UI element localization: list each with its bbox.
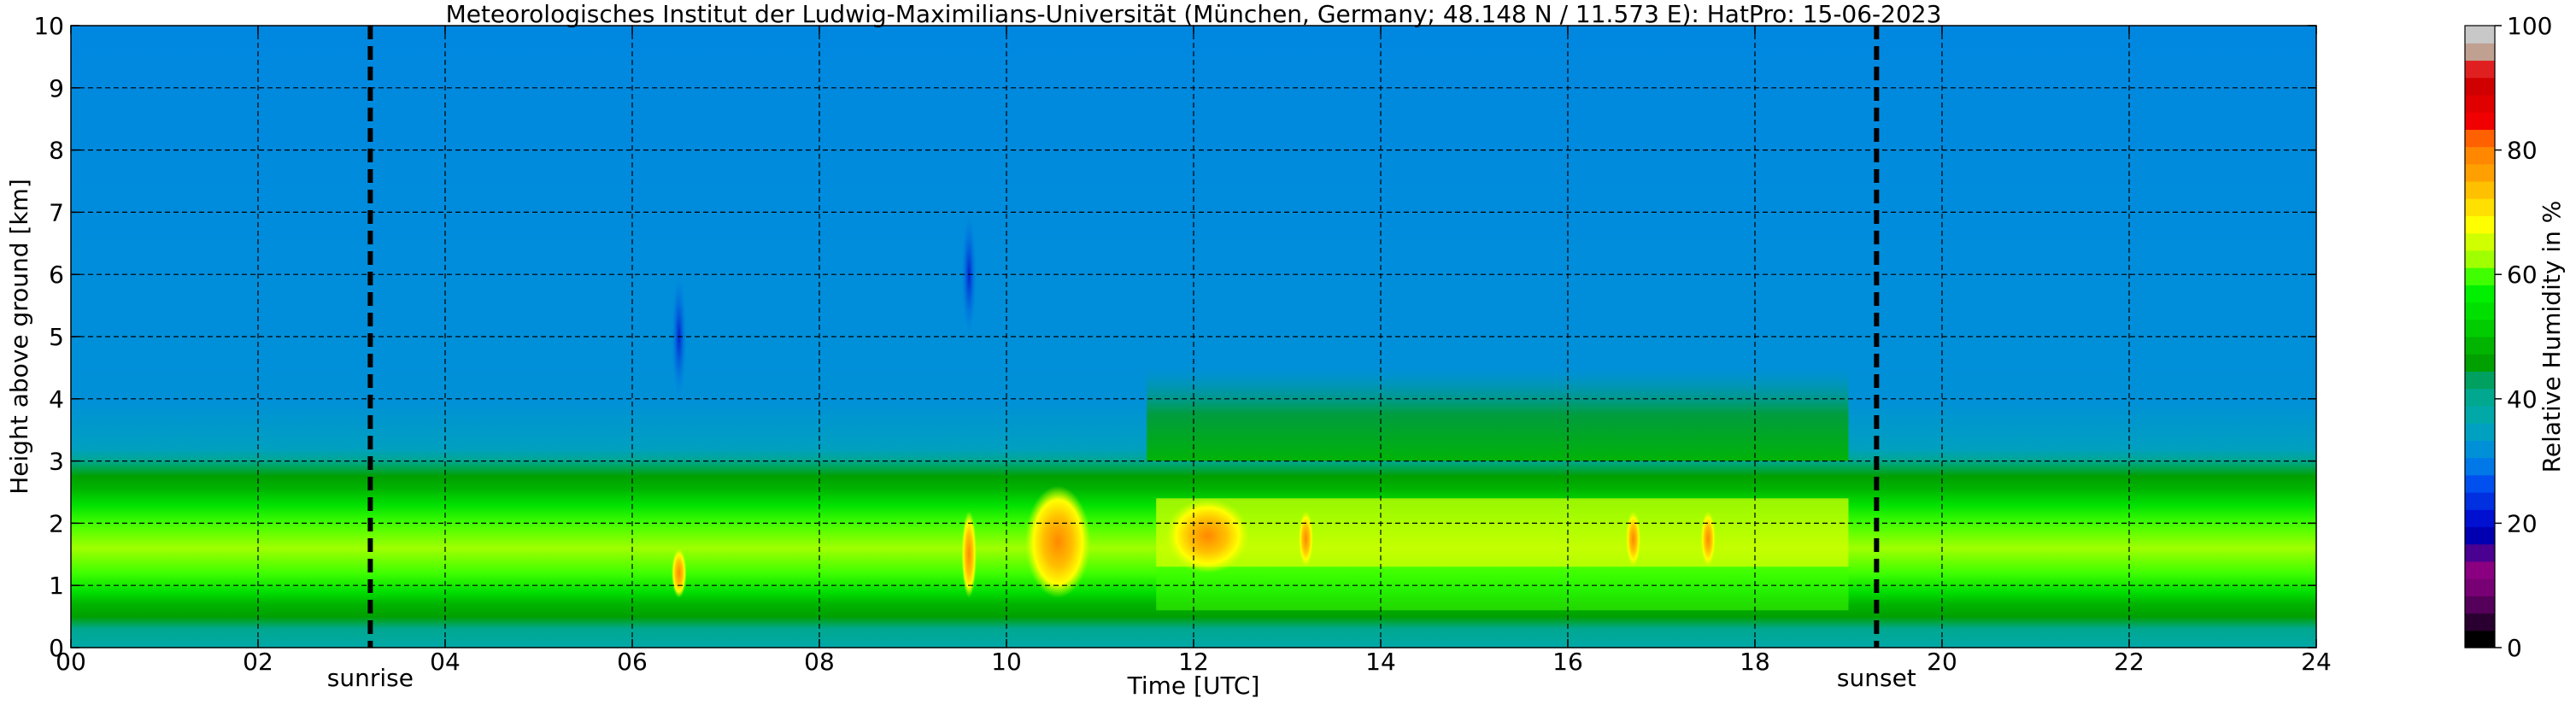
colorbar-segment <box>2465 440 2495 459</box>
y-tick-label: 5 <box>49 323 64 351</box>
colorbar-segment <box>2465 43 2495 62</box>
colorbar-segment <box>2465 181 2495 199</box>
x-tick-label: 20 <box>1927 648 1957 676</box>
colorbar-segment <box>2465 60 2495 79</box>
colorbar-segment <box>2465 112 2495 130</box>
colorbar-segment <box>2465 302 2495 320</box>
colorbar-segment <box>2465 509 2495 528</box>
y-tick-label: 9 <box>49 74 64 103</box>
feature-4 <box>1024 485 1091 598</box>
chart-title: Meteorologisches Institut der Ludwig-Max… <box>446 0 1942 28</box>
x-tick-label: 06 <box>617 648 648 676</box>
colorbar-segment <box>2465 543 2495 562</box>
x-tick-label: 04 <box>430 648 461 676</box>
colorbar-tick-label: 60 <box>2507 261 2538 289</box>
colorbar-tick-label: 40 <box>2507 385 2538 414</box>
colorbar-segment <box>2465 267 2495 285</box>
colorbar-segment <box>2465 146 2495 165</box>
feature-7 <box>1625 510 1641 567</box>
colorbar-segment <box>2465 560 2495 579</box>
colorbar-segment <box>2465 526 2495 545</box>
y-tick-label: 8 <box>49 137 64 165</box>
sun-lines <box>367 26 1880 648</box>
colorbar-segment <box>2465 198 2495 217</box>
feature-0 <box>671 548 687 598</box>
colorbar-tick-label: 80 <box>2507 137 2538 165</box>
colorbar-tick-label: 100 <box>2507 12 2552 40</box>
colorbar-segment <box>2465 215 2495 234</box>
x-ticks: 00 02 04 06 08 10 12 14 16 18 20 22 24 <box>56 26 2332 676</box>
colorbar-segment <box>2465 492 2495 510</box>
colorbar-segment <box>2465 595 2495 614</box>
y-tick-label: 4 <box>49 385 64 414</box>
x-tick-label: 14 <box>1365 648 1396 676</box>
heatmap-afternoon-band <box>1156 498 1849 567</box>
colorbar-frame <box>2464 25 2496 648</box>
colorbar-tick-label: 0 <box>2507 634 2522 662</box>
feature-6 <box>1298 510 1314 567</box>
colorbar-segment <box>2465 249 2495 268</box>
colorbar-segment <box>2465 388 2495 407</box>
colorbar-segment <box>2465 163 2495 182</box>
x-tick-label: 10 <box>991 648 1022 676</box>
y-tick-label: 3 <box>49 448 64 476</box>
y-ticks: 0 1 2 3 4 5 6 7 8 9 10 <box>33 12 2316 662</box>
colorbar-label: Relative Humidity in % <box>2538 201 2566 473</box>
colorbar-segment <box>2465 337 2495 355</box>
colorbar-segment <box>2465 630 2495 648</box>
colorbar-segment <box>2465 319 2495 337</box>
y-tick-label: 7 <box>49 198 64 226</box>
y-axis-label: Height above ground [km] <box>5 179 33 495</box>
sunrise-label: sunrise <box>327 664 414 692</box>
sunset-label: sunset <box>1837 664 1916 692</box>
feature-5 <box>1165 498 1250 573</box>
y-tick-label: 1 <box>49 572 64 600</box>
colorbar-segment <box>2465 578 2495 596</box>
colorbar-segment <box>2465 613 2495 631</box>
colorbar-segment <box>2465 423 2495 441</box>
feature-8 <box>1700 510 1716 567</box>
y-tick-label: 6 <box>49 261 64 289</box>
colorbar-segment <box>2465 129 2495 148</box>
colorbar-segment <box>2465 457 2495 476</box>
grid <box>71 26 2316 648</box>
heatmap-afternoon-lower <box>1156 566 1849 611</box>
x-tick-label: 12 <box>1178 648 1209 676</box>
colorbar-segment <box>2465 405 2495 424</box>
y-tick-label: 10 <box>33 12 64 40</box>
colorbar-segment <box>2465 26 2495 44</box>
x-tick-label: 22 <box>2114 648 2145 676</box>
colorbar-segment <box>2465 232 2495 251</box>
colorbar-segment <box>2465 474 2495 493</box>
colorbar: 0 20 40 60 80 100 <box>2464 12 2552 662</box>
x-tick-label: 02 <box>243 648 273 676</box>
colorbar-segment <box>2465 94 2495 113</box>
x-tick-label: 18 <box>1740 648 1770 676</box>
y-tick-label: 0 <box>49 634 64 662</box>
x-tick-label: 08 <box>804 648 835 676</box>
colorbar-segment <box>2465 354 2495 373</box>
y-tick-label: 2 <box>49 509 64 537</box>
x-tick-label: 00 <box>56 648 86 676</box>
x-tick-label: 16 <box>1552 648 1583 676</box>
feature-2 <box>961 510 977 598</box>
x-axis-label: Time [UTC] <box>1127 672 1260 700</box>
colorbar-segment <box>2465 285 2495 303</box>
heatmap-afternoon-layer <box>1147 367 1849 461</box>
colorbar-tick-label: 20 <box>2507 509 2538 537</box>
colorbar-segment <box>2465 77 2495 96</box>
colorbar-segment <box>2465 371 2495 390</box>
x-tick-label: 24 <box>2301 648 2332 676</box>
